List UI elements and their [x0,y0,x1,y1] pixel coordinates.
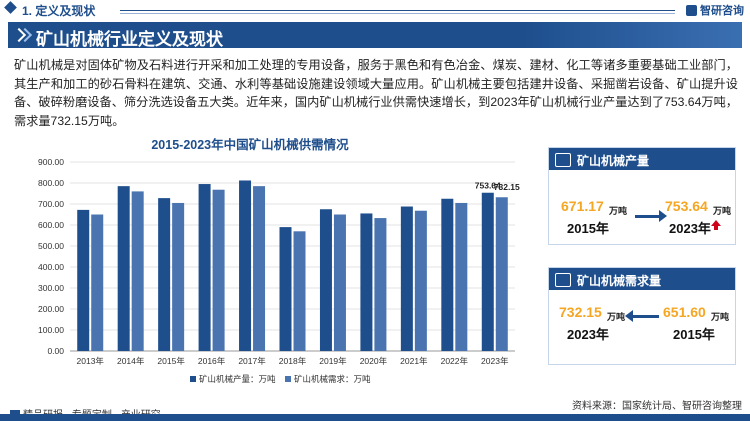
chart-icon [555,153,571,167]
demand-bar [172,202,185,351]
card-header: 矿山机械产量 [549,148,735,170]
y-tick-label: 800.00 [38,178,64,188]
production-bar [158,198,171,351]
production-bar [360,213,373,351]
divider [120,13,675,14]
y-tick-label: 600.00 [38,220,64,230]
brand-name: 智研咨询 [700,5,744,17]
demand-bar [131,191,144,351]
production-bar [198,184,211,351]
demand-bar [495,197,508,351]
production-bar [481,192,494,351]
demand-bar [253,186,266,351]
arrow-head-icon [625,310,633,322]
up-arrow-icon [711,220,721,226]
legend-label: 矿山机械产量：万吨 [199,374,276,384]
data-label: 732.15 [494,182,520,192]
unit-label: 万吨 [713,206,732,216]
y-tick-label: 100.00 [38,325,64,335]
brand-logo: 智研咨询 [686,2,744,18]
card-title: 矿山机械产量 [577,154,650,168]
data-label: 753.64 [475,181,501,191]
demand-2015-value: 651.60 [663,304,706,320]
legend-label: 矿山机械需求：万吨 [294,374,371,384]
card-header: 矿山机械需求量 [549,268,735,290]
y-tick-label: 400.00 [38,262,64,272]
legend-swatch [190,376,196,382]
divider [120,10,675,11]
unit-label: 万吨 [607,312,626,322]
x-tick-label: 2016年 [198,356,226,366]
x-tick-label: 2023年 [481,356,509,366]
x-tick-label: 2019年 [319,356,347,366]
footer-bar [0,414,750,421]
year-label: 2015年 [673,327,715,342]
logo-icon [686,5,697,16]
chart-title: 2015-2023年中国矿山机械供需情况 [151,138,349,152]
production-2023-value: 753.64 [665,198,708,214]
production-bar [117,186,130,351]
x-tick-label: 2014年 [117,356,145,366]
arrow-right-icon [635,215,661,218]
year-label: 2023年 [567,327,609,342]
production-2015-value: 671.17 [561,198,604,214]
arrow-left-icon [633,315,659,318]
up-arrow-stem [714,226,718,230]
x-tick-label: 2020年 [360,356,388,366]
bar-chart: 0.00 100.00 200.00 300.00 400.00 500.00 600.00… [38,157,520,384]
production-bar [279,227,292,351]
year-label: 2023年 [669,221,711,236]
card-title: 矿山机械需求量 [577,274,662,288]
x-tick-label: 2018年 [279,356,307,366]
production-card: 矿山机械产量 671.17 万吨 2015年 753.64 万吨 2023年 [548,147,736,245]
legend-swatch [285,376,291,382]
unit-label: 万吨 [609,206,628,216]
data-source: 资料来源：国家统计局、智研咨询整理 [572,401,742,412]
y-tick-label: 200.00 [38,304,64,314]
demand-bar [414,210,427,351]
demand-bar [333,214,346,351]
y-tick-label: 700.00 [38,199,64,209]
x-tick-label: 2021年 [400,356,428,366]
title-bar: 矿山机械行业定义及现状 [8,22,742,49]
y-tick-label: 900.00 [38,157,64,167]
y-tick-label: 300.00 [38,283,64,293]
demand-bar [374,218,387,351]
demand-2023-value: 732.15 [559,304,602,320]
title-bar-gradient [522,22,742,48]
x-tick-label: 2013年 [77,356,105,366]
demand-bar [212,189,225,351]
page-title: 矿山机械行业定义及现状 [36,30,223,49]
production-bar [77,209,90,351]
arrow-head-icon [659,210,667,222]
year-label: 2015年 [567,221,609,236]
unit-label: 万吨 [711,312,730,322]
chart-icon [555,273,571,287]
production-bar [319,209,332,351]
demand-bar [293,231,306,351]
production-bar [239,180,252,351]
intro-paragraph: 矿山机械是对固体矿物及石料进行开采和加工处理的专用设备，服务于黑色和有色冶金、煤… [14,58,738,128]
x-tick-label: 2015年 [157,356,185,366]
x-tick-label: 2017年 [238,356,266,366]
section-diamond-icon [4,1,17,14]
demand-bar [91,214,104,351]
production-bar [400,206,413,351]
demand-bar [455,202,468,351]
section-label: 1. 定义及现状 [22,4,96,18]
y-tick-label: 0.00 [47,346,64,356]
demand-card: 矿山机械需求量 732.15 万吨 2023年 651.60 万吨 2015年 [548,267,736,365]
y-tick-label: 500.00 [38,241,64,251]
top-bar: 1. 定义及现状 智研咨询 [0,0,750,20]
production-bar [441,198,454,351]
x-tick-label: 2022年 [441,356,469,366]
